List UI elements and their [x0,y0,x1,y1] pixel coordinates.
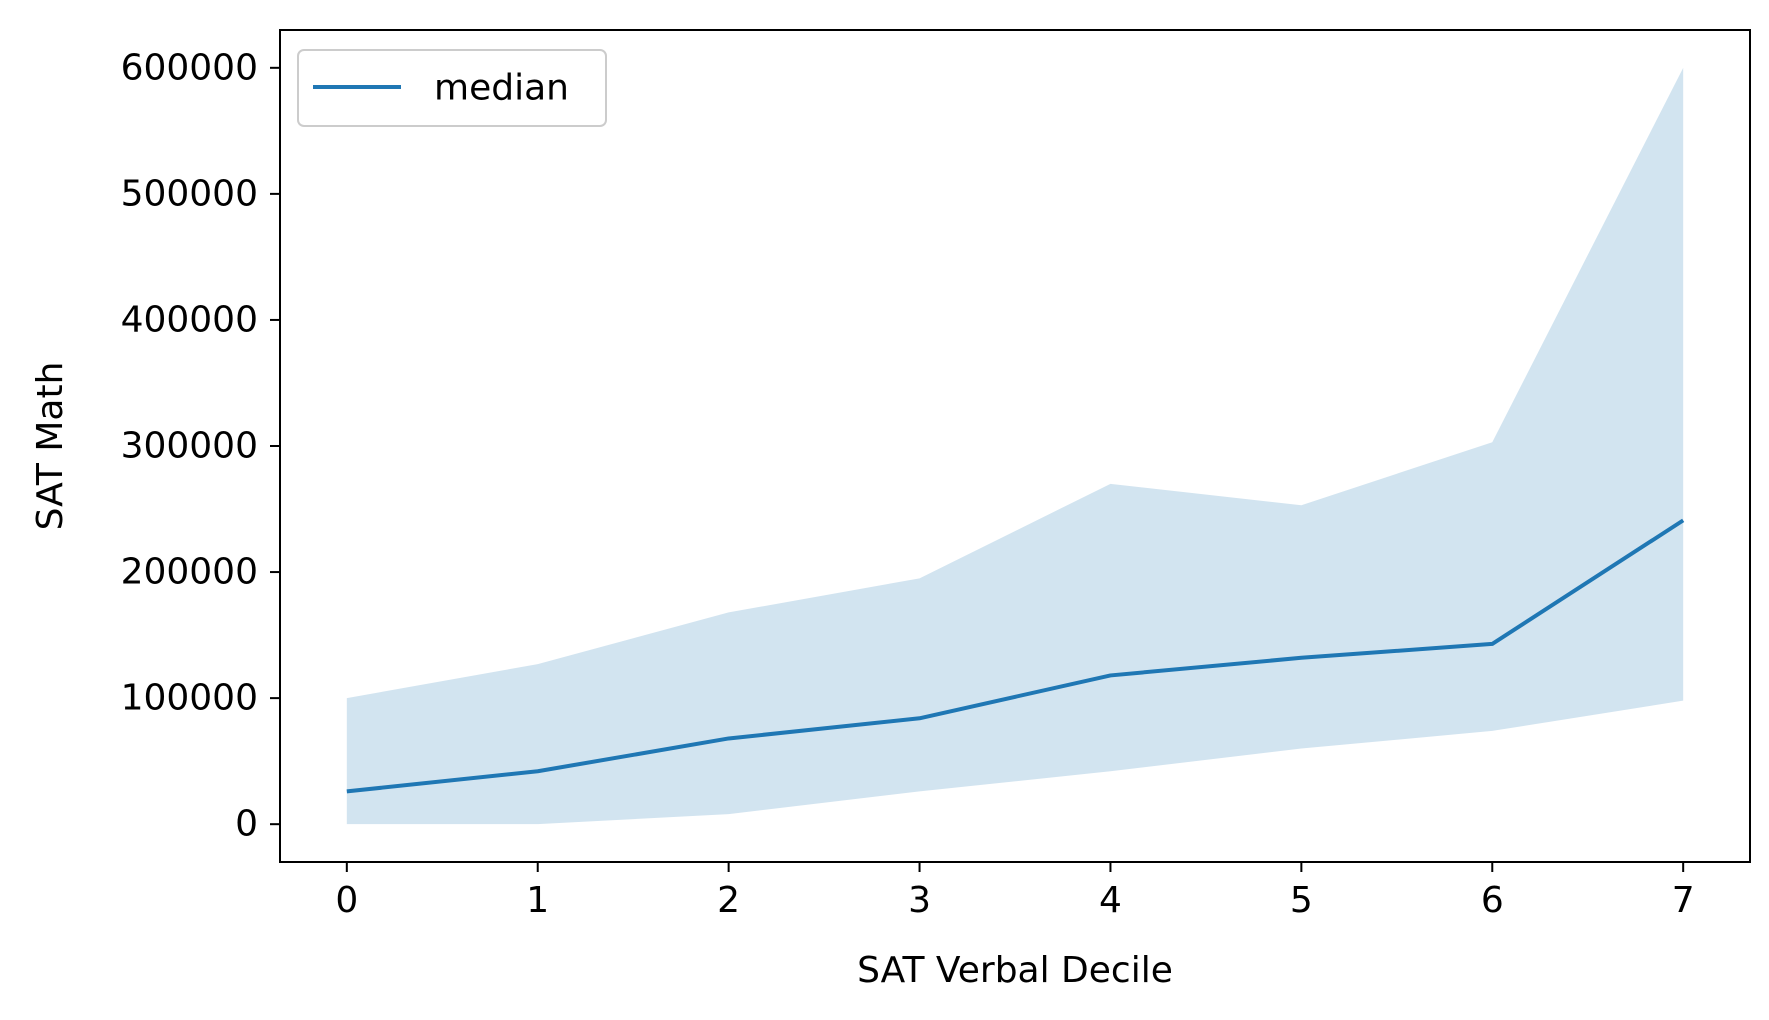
x-axis-label: SAT Verbal Decile [857,950,1173,991]
x-tick-label: 5 [1290,880,1313,921]
y-tick-label: 500000 [121,173,258,214]
x-tick-label: 3 [908,880,931,921]
series-line-median [346,518,1685,794]
x-tick-label: 6 [1481,880,1504,921]
axis-ticks: 0 1 2 3 4 5 6 7 0 100000 200000 300000 400000 500000 6… [121,47,1695,921]
y-tick-label: 400000 [121,299,258,340]
y-tick-label: 200000 [121,552,258,593]
y-axis-label: SAT Math [30,362,71,531]
x-tick-label: 1 [526,880,549,921]
range-band [346,67,1684,825]
y-tick-label: 0 [235,804,258,845]
y-tick-label: 100000 [121,678,258,719]
legend-label-median: median [434,68,569,109]
y-tick-label: 300000 [121,426,258,467]
x-tick-label: 7 [1672,880,1695,921]
x-tick-label: 0 [335,880,358,921]
legend-box [297,49,607,127]
x-tick-label: 4 [1099,880,1122,921]
y-tick-label: 600000 [121,47,258,88]
plot-frame [279,29,1751,863]
x-tick-label: 2 [717,880,740,921]
legend: median [297,49,607,127]
plot-area [346,67,1685,825]
